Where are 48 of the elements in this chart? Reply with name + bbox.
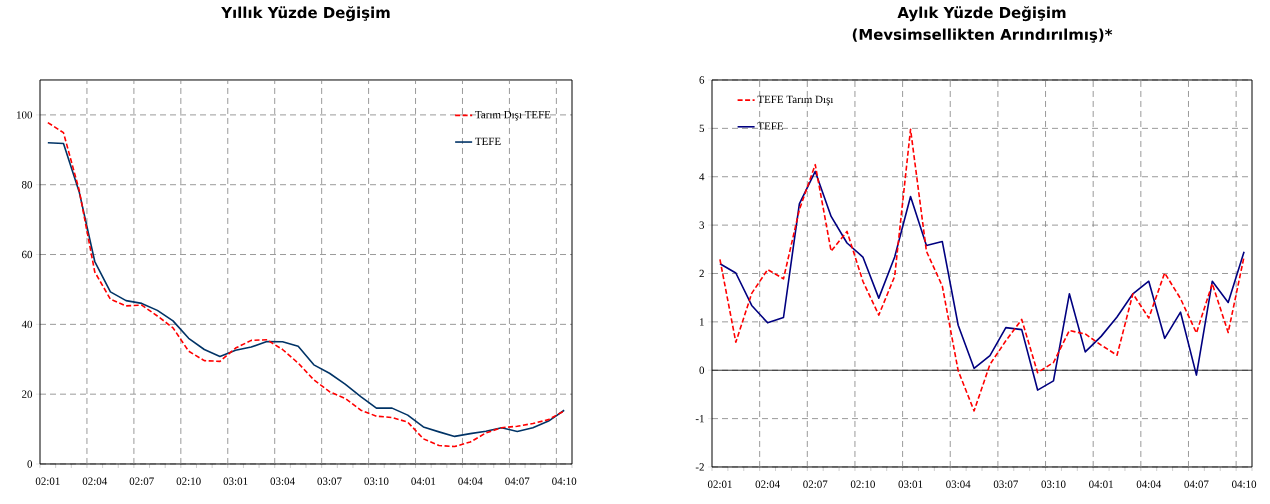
x-tick-label: 02:07 xyxy=(803,480,828,488)
x-tick-label: 04:07 xyxy=(505,477,530,485)
x-tick-label: 04:04 xyxy=(1136,480,1162,488)
y-tick-label: 4 xyxy=(699,173,705,181)
x-tick-label: 04:07 xyxy=(1184,480,1209,488)
x-tick-label: 02:10 xyxy=(176,477,201,485)
x-tick-label: 03:10 xyxy=(364,477,389,485)
x-tick-label: 04:10 xyxy=(552,477,577,485)
x-tick-label: 02:04 xyxy=(755,480,780,488)
y-tick-label: 100 xyxy=(17,111,33,119)
x-tick-label: 02:10 xyxy=(850,480,875,488)
legend-label: TEFE xyxy=(475,137,501,145)
line-series xyxy=(719,128,1245,412)
y-tick-label: 40 xyxy=(21,320,33,329)
x-tick-label: 03:07 xyxy=(317,477,342,485)
x-tick-label: 04:04 xyxy=(458,477,483,485)
x-tick-label: 03:01 xyxy=(898,480,923,488)
y-tick-label: 20 xyxy=(22,390,33,398)
y-tick-label: -2 xyxy=(695,463,704,471)
y-tick-label: 5 xyxy=(699,124,705,133)
line-series xyxy=(719,170,1245,391)
x-tick-label: 04:01 xyxy=(1089,480,1113,488)
y-tick-label: 1 xyxy=(699,318,704,326)
x-tick-label: 03:04 xyxy=(946,480,971,488)
x-tick-label: 04:10 xyxy=(1232,480,1257,488)
y-tick-label: 60 xyxy=(22,250,33,259)
x-tick-label: 03:07 xyxy=(993,480,1018,488)
x-tick-label: 04:01 xyxy=(411,477,436,485)
legend-label: Tarım Dışı TEFE xyxy=(475,111,551,121)
legend-label: TEFE xyxy=(757,122,784,130)
x-tick-label: 02:01 xyxy=(35,477,60,485)
x-tick-label: 02:01 xyxy=(707,480,732,488)
y-tick-label: 80 xyxy=(21,181,33,189)
x-tick-label: 02:04 xyxy=(82,477,108,485)
chart-subtitle: (Mevsimsellikten Arındırılmış)* xyxy=(852,28,1113,43)
x-tick-label: 02:07 xyxy=(129,477,154,485)
y-tick-label: 3 xyxy=(699,221,705,229)
y-tick-label: 0 xyxy=(27,460,33,468)
y-tick-label: -1 xyxy=(695,414,704,423)
y-tick-label: 6 xyxy=(699,76,705,84)
x-tick-label: 03:10 xyxy=(1041,480,1066,488)
chart-title: Yıllık Yüzde Değişim xyxy=(221,6,390,22)
legend-label: TEFE Tarım Dışı xyxy=(757,95,834,106)
x-tick-label: 03:04 xyxy=(270,477,295,485)
y-tick-label: 2 xyxy=(699,269,704,278)
chart-title: Aylık Yüzde Değişim xyxy=(897,6,1066,22)
x-tick-label: 03:01 xyxy=(223,477,248,485)
y-tick-label: 0 xyxy=(699,366,705,374)
